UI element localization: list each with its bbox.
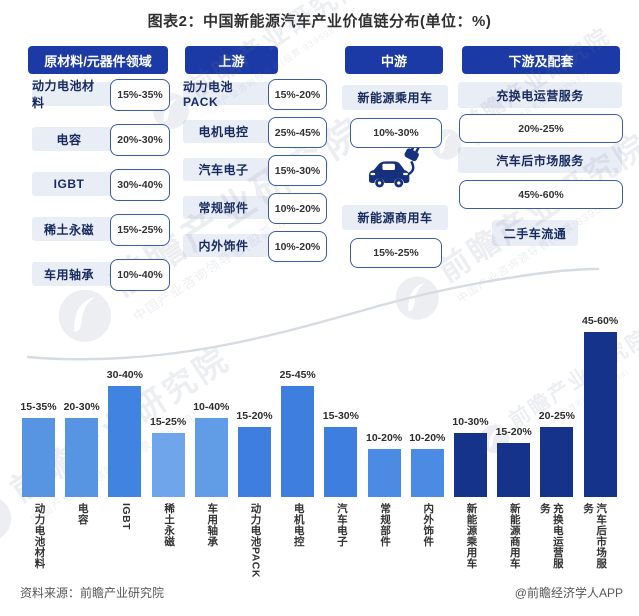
bar-1	[22, 418, 55, 497]
flow-item-label: 新能源乘用车	[342, 85, 448, 110]
bar-category-label: 电容	[76, 503, 89, 525]
flow-item-label: 电机电控	[183, 120, 285, 143]
flow-item-value: 10%-40%	[110, 259, 170, 291]
bar-category-label: IGBT	[119, 503, 132, 531]
flow-item-label: 新能源商用车	[342, 205, 448, 230]
qianzhan-logo-icon	[395, 276, 439, 320]
flow-column-header: 下游及配套	[462, 46, 620, 74]
bar-value-label: 20-25%	[538, 410, 575, 422]
bar-value-label: 10-20%	[365, 432, 403, 444]
bar-category-label: 稀土永磁	[163, 503, 176, 547]
flow-item-value: 20%-30%	[110, 124, 170, 156]
bar-value-label: 25-45%	[279, 369, 316, 381]
flow-item-label: 二手车流通	[492, 220, 578, 246]
bar-value-label: 45-60%	[581, 315, 619, 327]
flow-item-value: 20%-25%	[459, 114, 623, 143]
flow-item-value: 10%-30%	[350, 118, 442, 148]
source-note: 资料来源：前瞻产业研究院	[20, 586, 165, 600]
qianzhan-logo-icon	[0, 496, 12, 542]
flow-item-value: 15%-30%	[268, 155, 327, 186]
bar-category-label: 充换电运营服务	[538, 503, 564, 569]
flow-item-value: 15%-35%	[110, 79, 170, 111]
bar-10	[410, 449, 444, 497]
bar-value-label: 15-30%	[322, 410, 359, 422]
flow-item-value: 10%-20%	[268, 231, 327, 262]
bar-4	[151, 433, 185, 497]
bar-12	[497, 443, 531, 497]
flow-item-label: 充换电运营服务	[458, 82, 622, 108]
bar-category-label: 车用轴承	[206, 503, 219, 547]
bar-6	[238, 427, 271, 497]
bar-2	[65, 418, 99, 497]
chart-title: 图表2：中国新能源汽车产业价值链分布(单位：%)	[147, 13, 492, 30]
bar-category-label: 常规部件	[379, 503, 392, 547]
flow-item-label: 汽车后市场服务	[458, 147, 622, 173]
bar-value-label: 15-25%	[149, 416, 187, 428]
bar-category-label: 电机电控	[292, 503, 305, 547]
bar-value-label: 30-40%	[106, 369, 143, 381]
flow-item-value: 10%-20%	[268, 193, 327, 224]
bar-value-label: 20-30%	[63, 401, 100, 413]
bar-value-label: 15-20%	[495, 426, 532, 438]
bar-value-label: 15-20%	[236, 410, 273, 422]
flow-item-value: 15%-25%	[110, 214, 170, 246]
flow-item-label: 汽车电子	[183, 158, 285, 181]
flow-item-value: 15%-25%	[350, 238, 442, 268]
bar-8	[324, 427, 358, 497]
bar-category-label: 汽车后市场服务	[582, 503, 608, 569]
bar-3	[108, 386, 142, 497]
flow-item-value: 30%-40%	[110, 169, 170, 201]
flow-item-value: 15%-20%	[268, 79, 327, 110]
bar-value-label: 10-30%	[452, 416, 489, 428]
flow-column-header: 上游	[185, 46, 278, 74]
bar-category-label: 汽车电子	[335, 503, 348, 547]
bar-category-label: 新能源商用车	[508, 503, 521, 569]
bar-value-label: 10-40%	[193, 401, 230, 413]
credit-note: @前瞻经济学人APP	[514, 586, 623, 600]
flow-column-header: 原材料/元器件领域	[28, 46, 168, 74]
bar-category-label: 动力电池PACK	[249, 503, 262, 578]
bar-14	[583, 332, 617, 497]
bar-9	[367, 449, 401, 497]
bar-value-label: 10-20%	[409, 432, 446, 444]
ev-car-charging-icon	[364, 144, 422, 194]
bar-7	[281, 386, 315, 497]
bar-category-label: 新能源乘用车	[465, 503, 478, 569]
bar-13	[540, 427, 574, 497]
flow-item-label: 内外饰件	[183, 234, 285, 257]
bar-5	[194, 418, 228, 497]
bar-11	[454, 433, 487, 497]
flow-item-label: 动力电池PACK	[183, 80, 285, 109]
flow-item-value: 25%-45%	[268, 117, 327, 148]
bar-category-label: 动力电池材料	[33, 503, 46, 569]
bar-category-label: 内外饰件	[422, 503, 435, 547]
bar-value-label: 15-35%	[20, 401, 57, 413]
flow-item-value: 45%-60%	[459, 180, 623, 209]
flow-column-header: 中游	[345, 46, 443, 74]
flow-item-label: 动力电池材料	[32, 79, 160, 110]
flow-item-label: 常规部件	[183, 196, 285, 219]
